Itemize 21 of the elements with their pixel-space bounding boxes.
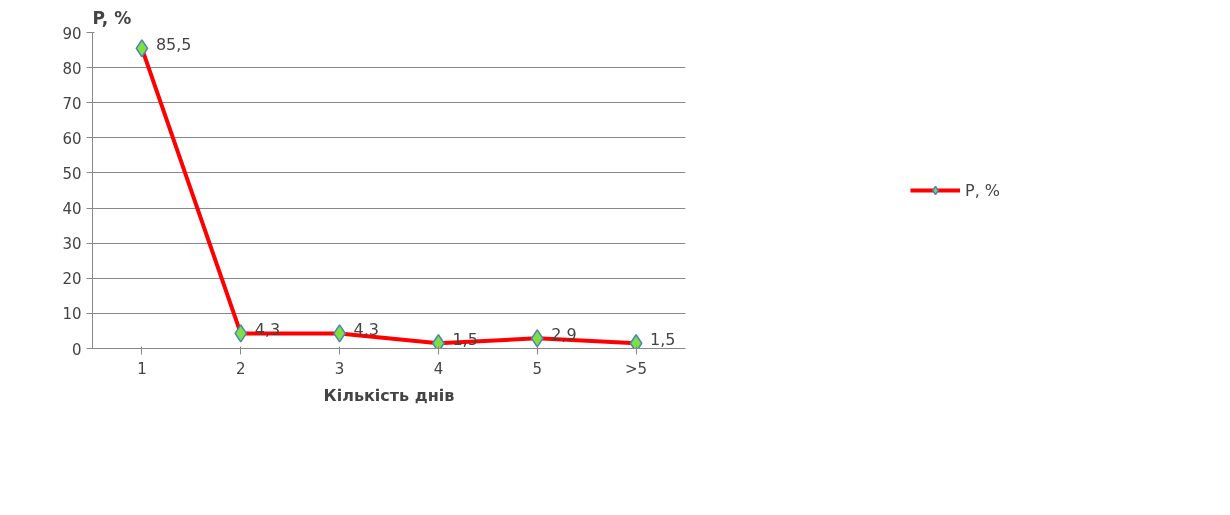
- x-tick-label: 1: [137, 359, 147, 378]
- y-tick-label: 80: [62, 59, 82, 78]
- x-tick-label: 4: [433, 359, 444, 378]
- data-label: 85,5: [155, 35, 192, 55]
- legend-label: P, %: [964, 180, 1001, 200]
- data-label: 1,5: [650, 330, 676, 350]
- y-tick-label: 0: [71, 340, 82, 359]
- x-axis-title: Кількість днів: [323, 385, 455, 405]
- x-tick-label: >5: [625, 359, 648, 378]
- y-tick-label: 20: [62, 270, 82, 289]
- y-tick-label: 90: [62, 24, 82, 43]
- x-tick-label: 5: [532, 359, 543, 378]
- y-tick-label: 30: [62, 235, 82, 254]
- y-axis-title: P, %: [92, 7, 132, 28]
- y-tick-label: 10: [62, 305, 82, 324]
- x-tick-label: 3: [334, 359, 345, 378]
- y-tick-label: 60: [62, 129, 82, 148]
- y-tick-label: 50: [62, 164, 82, 183]
- y-tick-label: 40: [62, 200, 82, 219]
- y-tick-label: 70: [62, 94, 82, 113]
- x-tick-label: 2: [235, 359, 246, 378]
